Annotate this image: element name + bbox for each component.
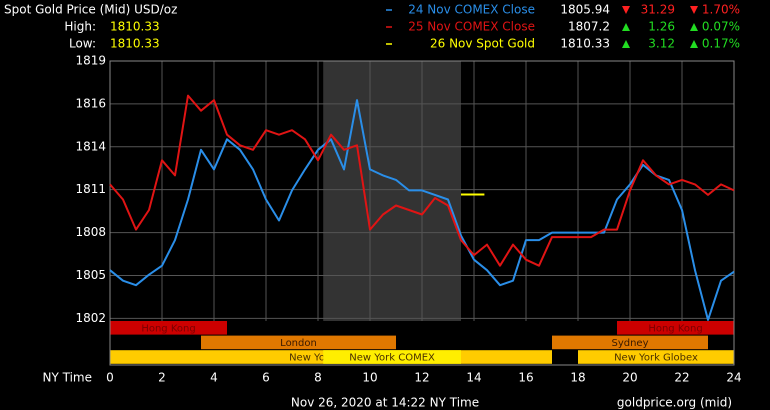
x-tick-label: 8 bbox=[314, 371, 322, 385]
y-tick-label: 1808 bbox=[75, 225, 106, 239]
plot-border bbox=[109, 60, 735, 366]
session-label: Hong Kong bbox=[648, 323, 702, 334]
x-tick-label: 24 bbox=[726, 371, 741, 385]
chart-title: Spot Gold Price (Mid) USD/oz bbox=[4, 3, 177, 17]
high-label: High: bbox=[64, 20, 96, 34]
session-shade bbox=[323, 61, 461, 321]
y-tick-label: 1802 bbox=[75, 311, 106, 325]
session-band bbox=[552, 335, 708, 350]
session-band bbox=[578, 350, 734, 364]
change-label: 0.17% bbox=[702, 37, 740, 51]
price-line bbox=[109, 94, 735, 267]
x-tick-label: 10 bbox=[362, 371, 377, 385]
legend-label: 26 Nov Spot Gold bbox=[430, 37, 535, 51]
change-label: 0.07% bbox=[702, 20, 740, 34]
x-tick-label: 0 bbox=[106, 371, 114, 385]
session-label: New York Globex bbox=[614, 353, 698, 364]
x-tick-label: 12 bbox=[414, 371, 429, 385]
change-label: 31.29 bbox=[641, 3, 675, 17]
session-label: New York COMEX bbox=[349, 353, 435, 364]
x-tick-label: 6 bbox=[262, 371, 270, 385]
legend-last: 1810.33 bbox=[560, 37, 610, 51]
change-arrow bbox=[690, 40, 698, 48]
session-label: Sydney bbox=[611, 338, 648, 349]
footer: Nov 26, 2020 at 14:22 NY Time bbox=[291, 396, 479, 410]
change-arrow bbox=[622, 23, 630, 31]
y-tick-label: 1814 bbox=[75, 139, 106, 153]
y-tick-label: 1805 bbox=[75, 268, 106, 282]
source: goldprice.org (mid) bbox=[617, 396, 732, 410]
x-tick-label: 22 bbox=[674, 371, 689, 385]
change-arrow bbox=[622, 40, 630, 48]
x-tick-label: 16 bbox=[518, 371, 533, 385]
x-axis-label: NY Time bbox=[43, 371, 93, 385]
x-tick-label: 14 bbox=[466, 371, 481, 385]
low-value: 1810.33 bbox=[110, 37, 160, 51]
change-label: 3.12 bbox=[648, 37, 675, 51]
x-tick-label: 20 bbox=[622, 371, 637, 385]
y-tick-label: 1819 bbox=[75, 54, 106, 68]
high-value: 1810.33 bbox=[110, 20, 160, 34]
low-label: Low: bbox=[69, 37, 96, 51]
session-band bbox=[323, 350, 461, 364]
session-label: London bbox=[280, 338, 317, 349]
price-line bbox=[109, 99, 735, 321]
y-tick-label: 1816 bbox=[75, 96, 106, 110]
session-band bbox=[201, 335, 396, 350]
change-arrow bbox=[690, 6, 698, 14]
legend-last: 1805.94 bbox=[560, 3, 610, 17]
x-tick-label: 18 bbox=[570, 371, 585, 385]
x-tick-label: 2 bbox=[158, 371, 166, 385]
session-band bbox=[110, 321, 227, 335]
x-tick-label: 4 bbox=[210, 371, 218, 385]
legend-last: 1807.2 bbox=[568, 20, 610, 34]
change-arrow bbox=[622, 6, 630, 14]
session-band bbox=[617, 321, 734, 335]
session-label: Hong Kong bbox=[141, 323, 195, 334]
y-tick-label: 1811 bbox=[75, 182, 106, 196]
change-arrow bbox=[690, 23, 698, 31]
legend-label: 24 Nov COMEX Close bbox=[408, 3, 535, 17]
legend-label: 25 Nov COMEX Close bbox=[408, 20, 535, 34]
change-label: 1.26 bbox=[648, 20, 675, 34]
change-label: 1.70% bbox=[702, 3, 740, 17]
